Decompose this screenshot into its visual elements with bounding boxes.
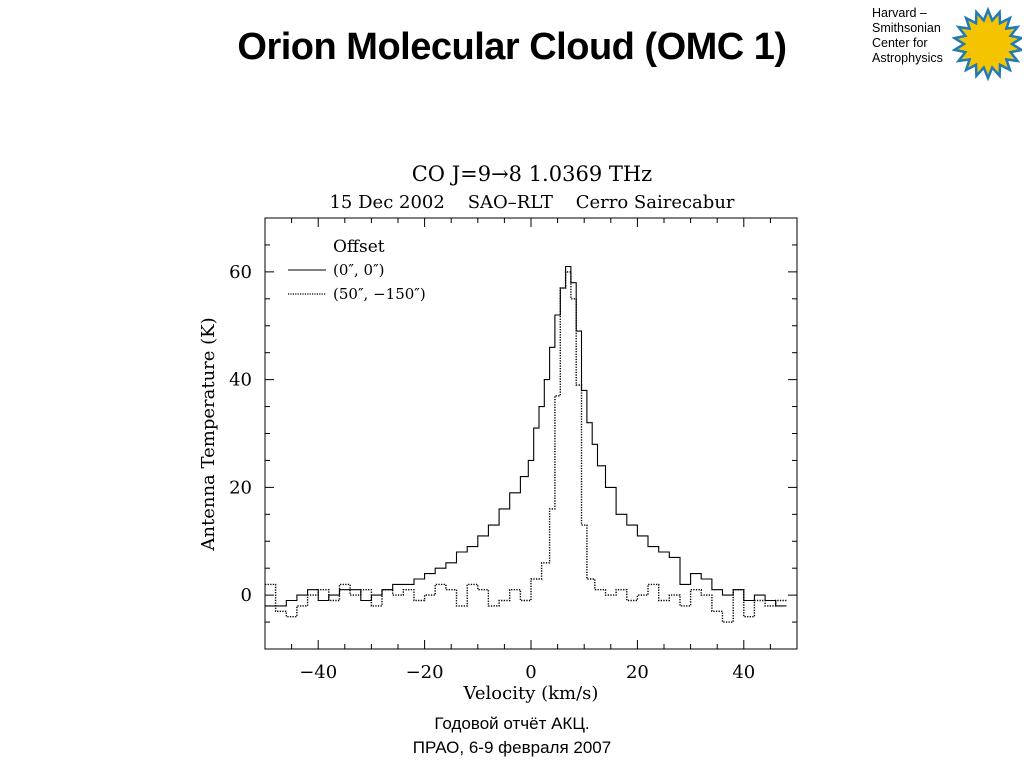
legend-title: Offset [333, 237, 385, 257]
legend-entry-label: (0″, 0″) [333, 261, 385, 279]
caption-line: Годовой отчёт АКЦ. [434, 714, 590, 733]
x-tick-label: 40 [732, 662, 755, 683]
chart-title: CO J=9→8 1.0369 THz [412, 162, 653, 186]
logo-line: Smithsonian [872, 21, 941, 35]
series-group [265, 265, 787, 623]
series-offset-0-0-line [265, 265, 787, 607]
y-tick-label: 40 [229, 370, 252, 391]
x-tick-label: 0 [525, 662, 536, 683]
caption-line: ПРАО, 6-9 февраля 2007 [412, 738, 612, 757]
slide-title: Orion Molecular Cloud (OMC 1) [237, 26, 787, 68]
axes: −40 −20 0 20 40 0 20 40 60 [229, 217, 798, 683]
logo-line: Harvard – [872, 6, 927, 20]
x-tick-label: 20 [626, 662, 649, 683]
logo-line: Astrophysics [872, 51, 943, 65]
legend: Offset (0″, 0″) (50″, −150″) [288, 237, 426, 303]
legend-entry-label: (50″, −150″) [333, 285, 426, 303]
x-axis-label: Velocity (km/s) [463, 683, 599, 704]
y-axis-label: Antenna Temperature (K) [198, 317, 219, 551]
chart-subtitle: 15 Dec 2002 SAO–RLT Cerro Sairecabur [329, 192, 734, 213]
y-tick-label: 60 [229, 262, 252, 283]
series-offset-50-minus150-line [265, 271, 787, 623]
logo-line: Center for [872, 36, 928, 50]
logo-text: Harvard – Smithsonian Center for Astroph… [872, 6, 943, 66]
y-tick-label: 0 [241, 585, 252, 606]
sun-logo-icon [952, 6, 1022, 82]
x-tick-label: −20 [406, 662, 444, 683]
y-tick-label: 20 [229, 477, 252, 498]
x-tick-label: −40 [299, 662, 337, 683]
sun-disk [966, 22, 1010, 66]
caption: Годовой отчёт АКЦ. ПРАО, 6-9 февраля 200… [0, 712, 1024, 760]
